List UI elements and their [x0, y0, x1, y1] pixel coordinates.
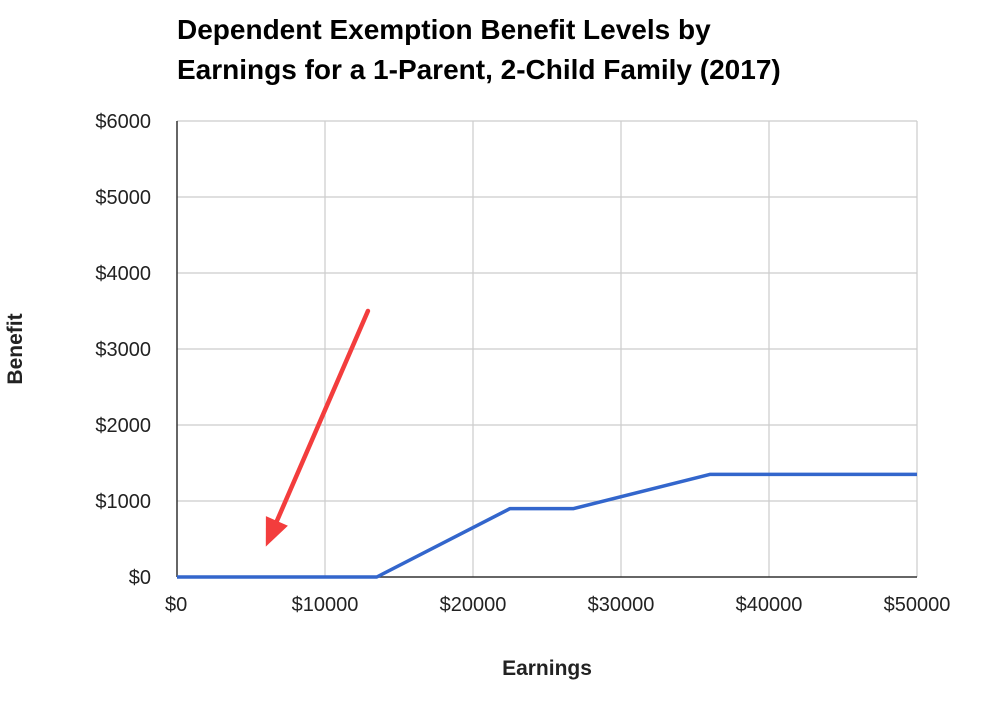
x-axis-title: Earnings: [502, 657, 592, 680]
x-tick-label: $50000: [884, 594, 951, 616]
grid-lines: [177, 120, 918, 577]
y-tick-label: $0: [129, 567, 151, 589]
chart-title-line-2: Earnings for a 1-Parent, 2-Child Family …: [177, 54, 781, 85]
x-tick-label: $40000: [736, 594, 803, 616]
x-axis-ticks: $0 $10000 $20000 $30000 $40000 $50000: [165, 594, 950, 616]
x-tick-label: $30000: [588, 594, 655, 616]
y-axis-title: Benefit: [4, 313, 27, 384]
series-group: [177, 472, 917, 579]
y-tick-label: $3000: [95, 339, 151, 361]
series-line: [177, 472, 917, 579]
y-tick-label: $2000: [95, 415, 151, 437]
annotations: [265, 308, 371, 547]
y-tick-label: $4000: [95, 263, 151, 285]
annotation-arrow-head: [265, 516, 288, 547]
x-tick-label: $20000: [440, 594, 507, 616]
chart-title: Dependent Exemption Benefit Levels by Ea…: [177, 10, 957, 90]
y-tick-label: $6000: [95, 111, 151, 133]
x-tick-label: $10000: [292, 594, 359, 616]
y-tick-label: $1000: [95, 491, 151, 513]
y-tick-label: $5000: [95, 187, 151, 209]
x-tick-label: $0: [165, 594, 187, 616]
y-axis-ticks: $0 $1000 $2000 $3000 $4000 $5000 $6000: [95, 111, 151, 589]
annotation-arrow-shaft: [274, 308, 371, 524]
chart-title-line-1: Dependent Exemption Benefit Levels by: [177, 14, 711, 45]
